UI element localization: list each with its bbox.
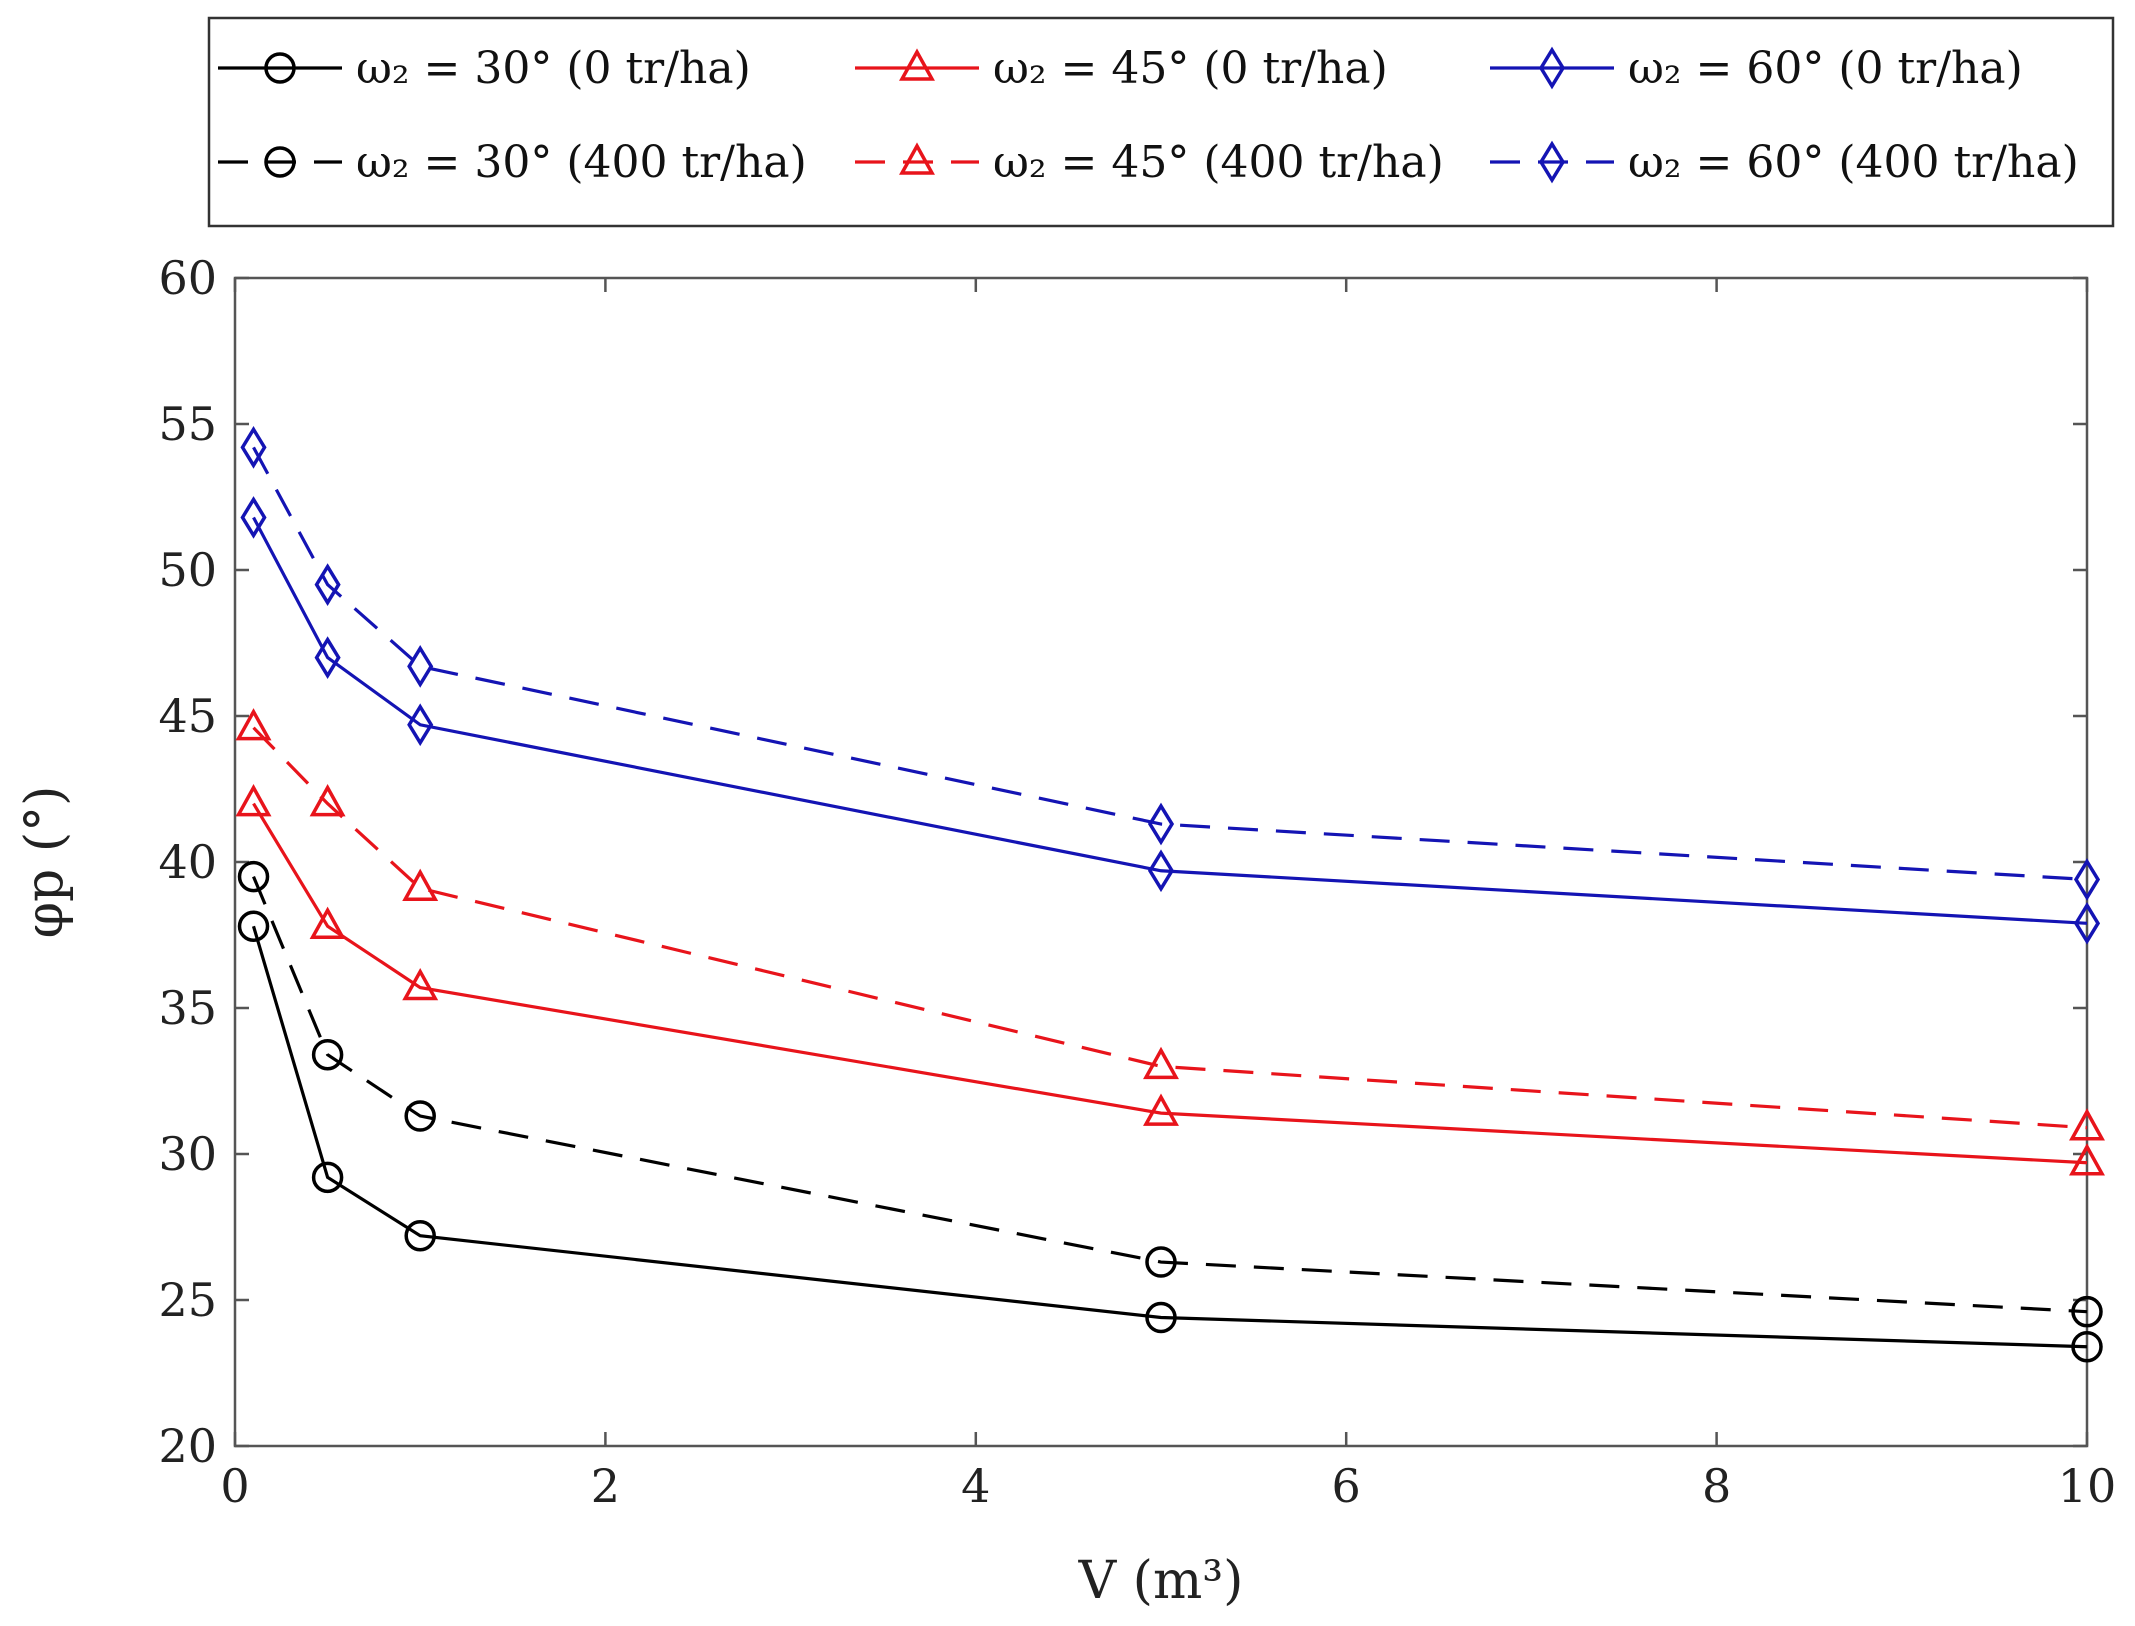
legend-entry: ω₂ = 60° (0 tr/ha) bbox=[1490, 43, 2023, 94]
y-tick-label: 25 bbox=[158, 1273, 217, 1327]
y-axis: 20 25 30 35 40 45 50 55 60 bbox=[158, 251, 2087, 1473]
series-line bbox=[252, 516, 2088, 925]
x-tick-label: 4 bbox=[961, 1459, 990, 1513]
data-point bbox=[402, 868, 439, 902]
data-point bbox=[2069, 1108, 2105, 1141]
data-point bbox=[235, 708, 272, 741]
legend-marker bbox=[1538, 46, 1566, 90]
series-2 bbox=[240, 496, 2101, 945]
legend-label: ω₂ = 60° (0 tr/ha) bbox=[1628, 43, 2023, 94]
legend-entry: ω₂ = 30° (400 tr/ha) bbox=[218, 137, 807, 188]
y-tick-label: 60 bbox=[158, 251, 217, 305]
series-5 bbox=[240, 426, 2101, 901]
data-point bbox=[1147, 802, 1175, 846]
legend-marker bbox=[899, 48, 935, 81]
y-tick-label: 30 bbox=[158, 1127, 217, 1181]
series-line bbox=[252, 802, 2088, 1165]
legend-label: ω₂ = 60° (400 tr/ha) bbox=[1628, 137, 2079, 188]
x-tick-label: 10 bbox=[2058, 1459, 2117, 1513]
series-3 bbox=[237, 860, 2103, 1328]
data-point bbox=[309, 906, 346, 939]
data-point bbox=[1143, 1046, 1179, 1080]
legend: ω₂ = 30° (0 tr/ha) ω₂ = 45° (0 tr/ha) ω₂ =… bbox=[218, 43, 2079, 188]
legend-marker bbox=[264, 52, 296, 84]
y-tick-label: 50 bbox=[158, 543, 217, 597]
y-axis-label: φp (°) bbox=[15, 786, 75, 939]
y-tick-label: 55 bbox=[158, 397, 217, 451]
legend-label: ω₂ = 45° (0 tr/ha) bbox=[993, 43, 1388, 94]
y-tick-label: 20 bbox=[158, 1419, 217, 1473]
data-point bbox=[237, 860, 270, 893]
data-point bbox=[2071, 1330, 2103, 1363]
data-point bbox=[2073, 901, 2101, 945]
data-point bbox=[240, 496, 267, 539]
x-tick-label: 0 bbox=[220, 1459, 249, 1513]
data-point bbox=[2071, 1295, 2103, 1328]
data-point bbox=[1145, 1246, 1177, 1278]
data-point bbox=[1145, 1301, 1177, 1334]
x-tick-label: 8 bbox=[1702, 1459, 1731, 1513]
series-line bbox=[251, 925, 2088, 1349]
data-point bbox=[309, 783, 346, 817]
legend-entry: ω₂ = 60° (400 tr/ha) bbox=[1490, 137, 2079, 188]
legend-box bbox=[207, 16, 2115, 228]
legend-entry: ω₂ = 45° (0 tr/ha) bbox=[855, 43, 1388, 94]
legend-entry: ω₂ = 45° (400 tr/ha) bbox=[855, 137, 1444, 188]
data-point bbox=[311, 1161, 344, 1194]
data-point bbox=[2073, 858, 2101, 901]
x-tick-label: 2 bbox=[591, 1459, 620, 1513]
series-1 bbox=[235, 783, 2105, 1176]
x-tick-label: 6 bbox=[1332, 1459, 1361, 1513]
data-point bbox=[240, 426, 267, 469]
legend-label: ω₂ = 45° (400 tr/ha) bbox=[993, 137, 1444, 188]
legend-marker bbox=[899, 142, 935, 175]
y-tick-label: 45 bbox=[158, 689, 217, 743]
data-point bbox=[407, 645, 434, 688]
data-point bbox=[402, 967, 439, 1001]
legend-marker bbox=[1538, 140, 1566, 184]
series-4 bbox=[235, 708, 2105, 1141]
data-point bbox=[1143, 1093, 1179, 1126]
data-point bbox=[237, 910, 270, 942]
x-axis-label: V (m³) bbox=[1078, 1551, 1244, 1611]
legend-entry: ω₂ = 30° (0 tr/ha) bbox=[218, 43, 751, 94]
y-tick-label: 35 bbox=[158, 981, 217, 1035]
series-line bbox=[252, 446, 2088, 882]
plot-series bbox=[235, 426, 2105, 1363]
data-point bbox=[1147, 849, 1175, 893]
data-point bbox=[311, 1038, 344, 1071]
legend-label: ω₂ = 30° (400 tr/ha) bbox=[356, 137, 807, 188]
data-point bbox=[407, 703, 434, 747]
legend-label: ω₂ = 30° (0 tr/ha) bbox=[356, 43, 751, 94]
data-point bbox=[404, 1100, 436, 1132]
series-0 bbox=[237, 910, 2103, 1363]
data-point bbox=[2069, 1143, 2105, 1176]
data-point bbox=[235, 783, 272, 817]
data-point bbox=[314, 563, 341, 606]
x-axis: 0 2 4 6 8 10 bbox=[220, 278, 2116, 1513]
legend-marker bbox=[264, 146, 296, 178]
data-point bbox=[314, 636, 341, 679]
series-line bbox=[252, 875, 2088, 1314]
series-line bbox=[252, 726, 2088, 1130]
data-point bbox=[404, 1220, 436, 1252]
y-tick-label: 40 bbox=[158, 835, 217, 889]
